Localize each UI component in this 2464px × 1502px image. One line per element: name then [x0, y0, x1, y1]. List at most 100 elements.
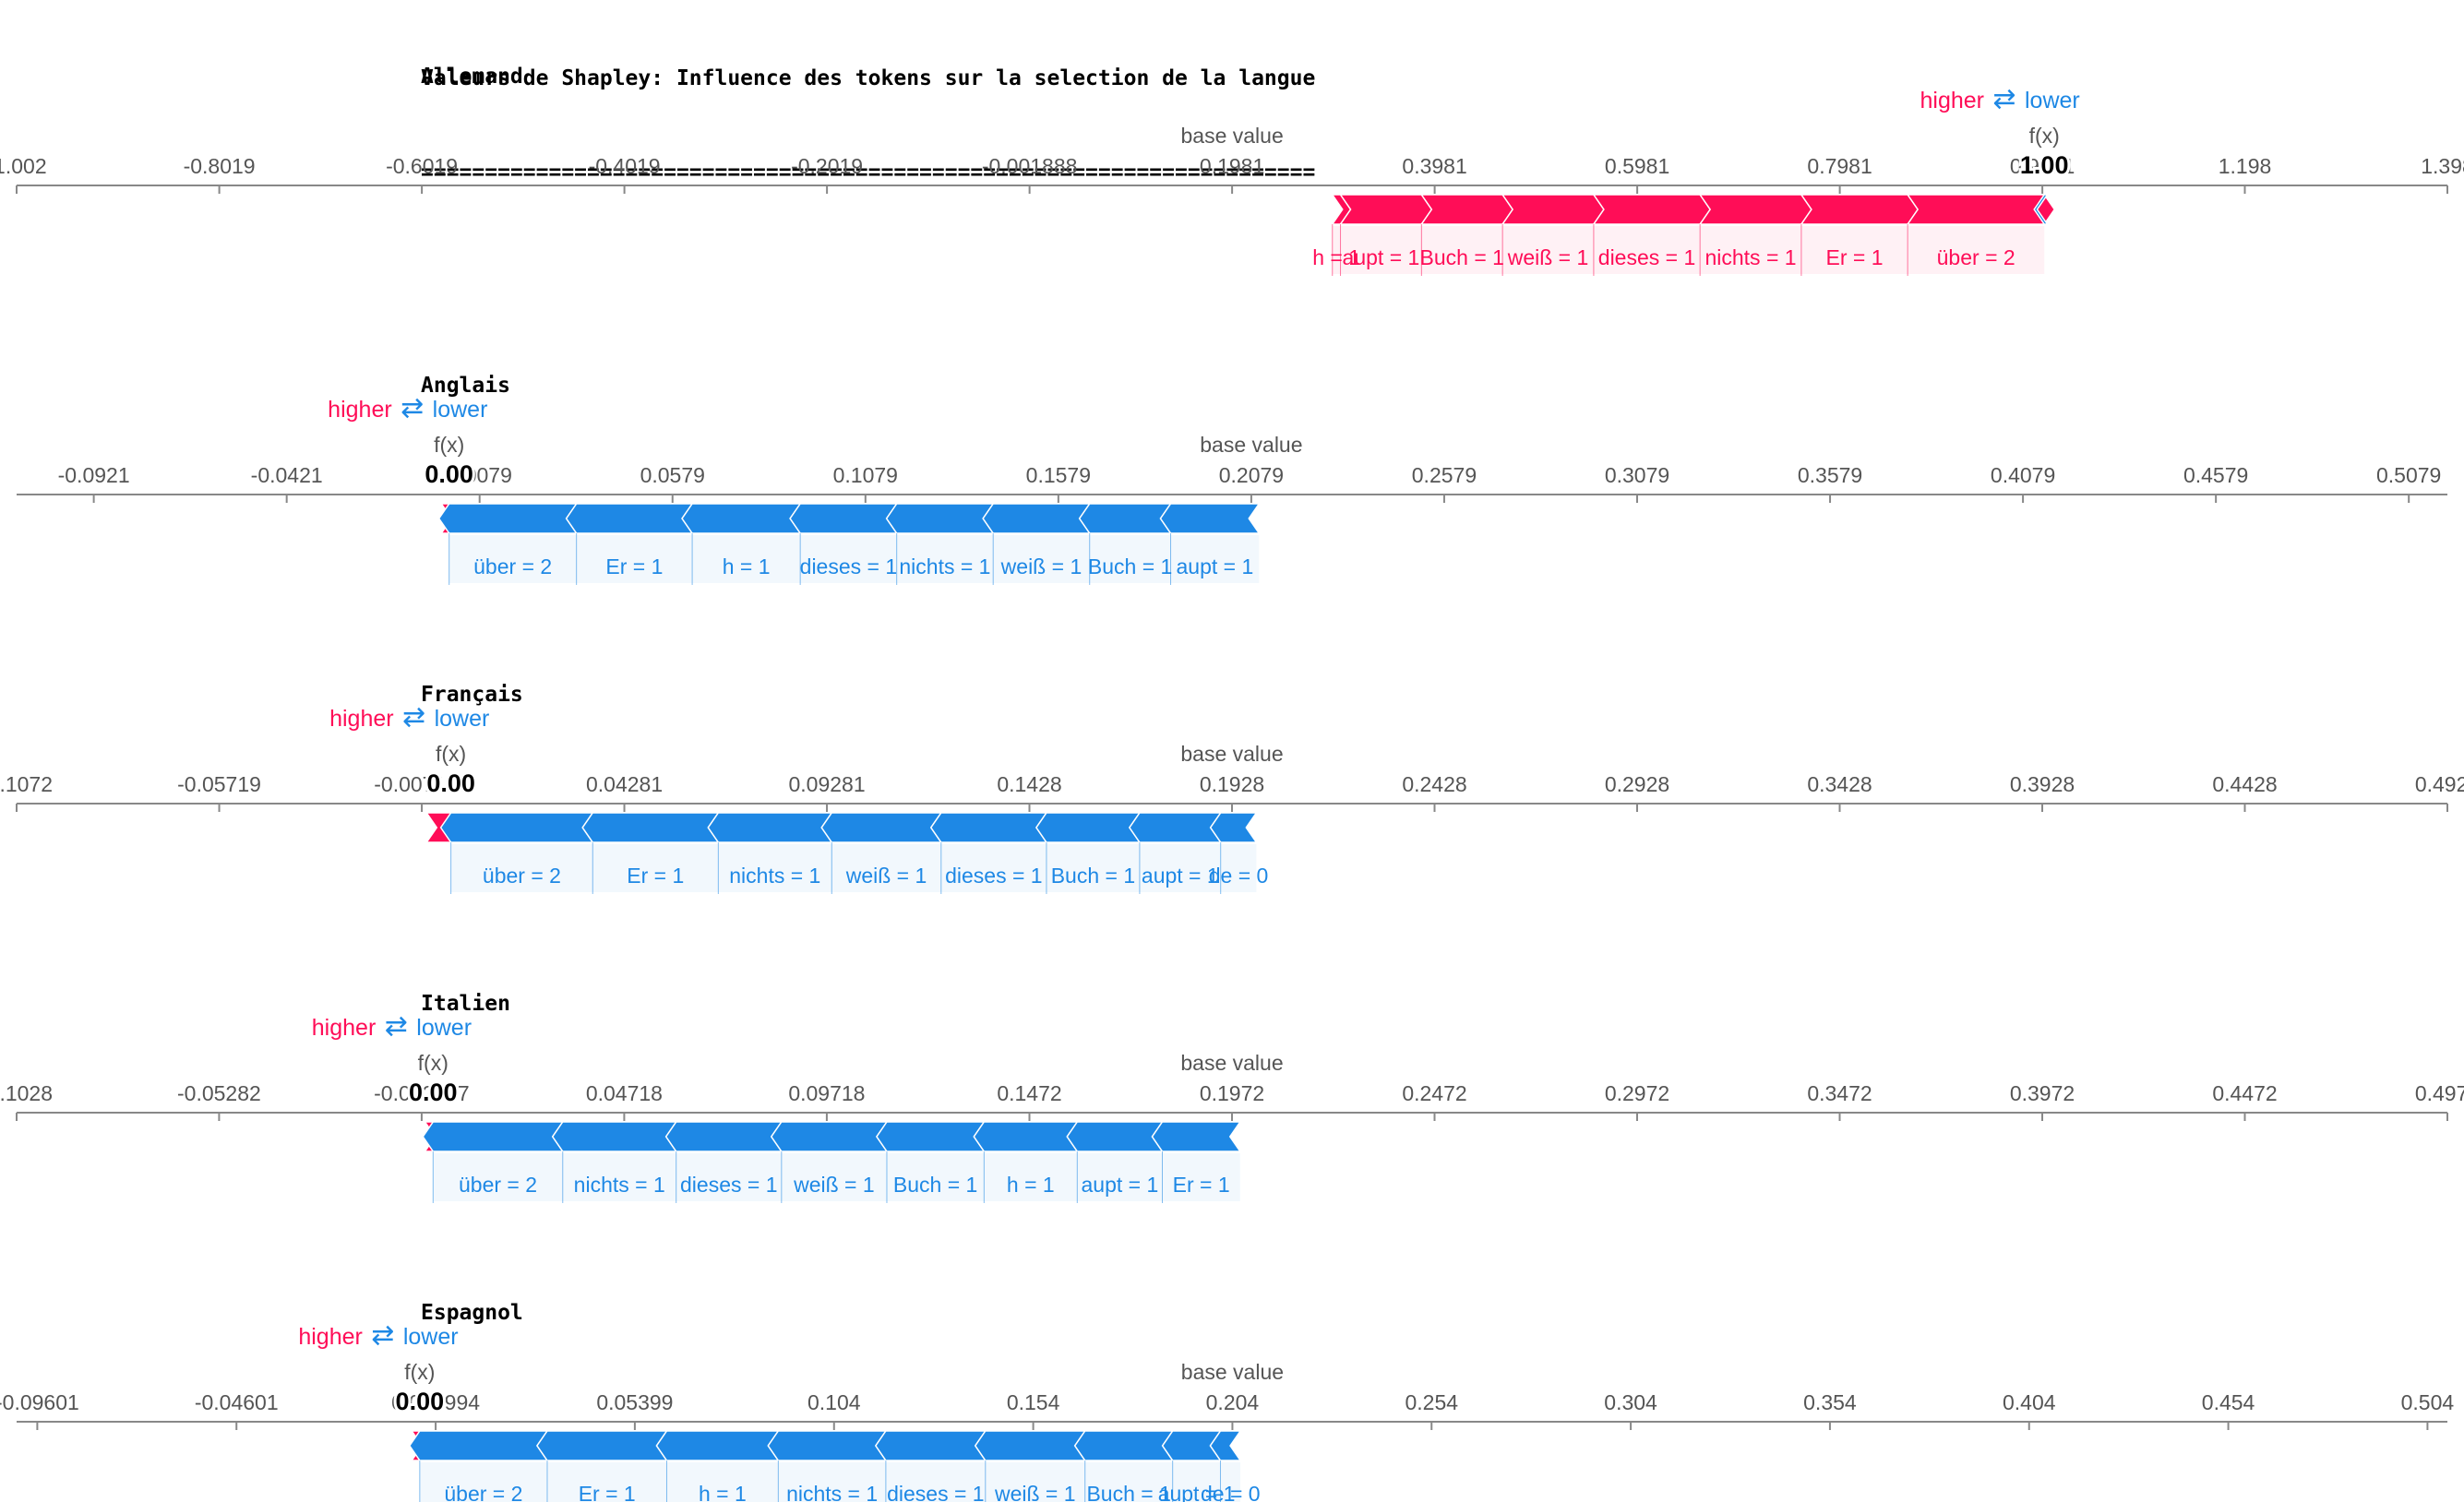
- feature-label: aupt = 1: [1177, 554, 1254, 578]
- tick-label: 0.7981: [1807, 154, 1872, 178]
- tick-label: 0.4972: [2415, 1081, 2464, 1105]
- segment-shade: [831, 844, 941, 892]
- feature-label: h = 1: [1007, 1173, 1055, 1197]
- negative-segment: [874, 1430, 987, 1461]
- tick-label: 0.204: [1206, 1390, 1260, 1414]
- segment-shade: [985, 1462, 1085, 1502]
- feature-label: h = 1: [723, 554, 771, 578]
- feature-label: über = 2: [483, 864, 561, 888]
- fx-value: 0.00: [425, 460, 473, 488]
- segment-shade: [1139, 844, 1221, 892]
- feature-label: dieses = 1: [887, 1482, 985, 1502]
- feature-label: weiß = 1: [793, 1173, 875, 1197]
- legend-lower: lower: [403, 1324, 459, 1350]
- feature-label: nichts = 1: [1704, 245, 1796, 269]
- tick-label: 0.154: [1007, 1390, 1060, 1414]
- feature-label: Er = 1: [1826, 245, 1884, 269]
- negative-segment: [929, 812, 1048, 843]
- legend-arrow-icon: ⇄: [385, 1011, 408, 1042]
- feature-label: weiß = 1: [845, 864, 927, 888]
- segment-shade: [993, 535, 1090, 583]
- segment-shade: [1077, 1153, 1163, 1201]
- positive-segment: [1906, 194, 2056, 225]
- segment-shade: [984, 1153, 1078, 1201]
- tick-label: 0.1972: [1200, 1081, 1264, 1105]
- fx-value: 0.00: [426, 769, 475, 797]
- feature-label: über = 2: [1937, 245, 2015, 269]
- tick-label: 0.5981: [1605, 154, 1669, 178]
- feature-label: über = 2: [473, 554, 552, 578]
- feature-label: Buch = 1: [893, 1173, 977, 1197]
- segment-shade: [562, 1153, 676, 1201]
- negative-segment: [1073, 1430, 1175, 1461]
- negative-segment: [581, 812, 720, 843]
- negative-segment: [982, 503, 1092, 534]
- segment-shade: [885, 1462, 986, 1502]
- legend-higher: higher: [312, 1015, 377, 1041]
- tick-label: 0.1428: [997, 772, 1061, 796]
- legend-higher: higher: [328, 397, 392, 423]
- tick-label: 0.4079: [1991, 463, 2055, 487]
- fx-label: f(x): [2029, 124, 2060, 148]
- tick-label: 0.454: [2202, 1390, 2255, 1414]
- positive-segment: [1419, 194, 1514, 225]
- positive-segment: [1501, 194, 1605, 225]
- page-title: Valeurs de Shapley: Influence des tokens…: [421, 66, 1316, 90]
- fx-label: f(x): [434, 433, 464, 457]
- legend-arrow-icon: ⇄: [1992, 84, 2015, 114]
- tick-label: 0.3981: [1402, 154, 1466, 178]
- class-title: Italien: [421, 992, 510, 1016]
- tick-label: -0.05719: [177, 772, 261, 796]
- fx-value: 0.00: [396, 1388, 445, 1415]
- force-plot-1: Allemand higher ⇄ lower base value f(x) -1.002…: [0, 65, 2464, 276]
- fx-value: 1.00: [2020, 151, 2069, 179]
- tick-label: -0.8019: [184, 154, 256, 178]
- segment-shade: [449, 535, 577, 583]
- segment-shade: [778, 1462, 886, 1502]
- segment-shade: [1332, 226, 1341, 274]
- base-value-label: base value: [1180, 1051, 1283, 1075]
- tick-label: 0.3079: [1605, 463, 1669, 487]
- tick-label: -0.0921: [58, 463, 130, 487]
- feature-label: aupt = 1: [1082, 1173, 1159, 1197]
- feature-label: nichts = 1: [899, 554, 990, 578]
- negative-segment: [1078, 503, 1172, 534]
- feature-label: h = 1: [1312, 245, 1360, 269]
- negative-segment: [1128, 812, 1223, 843]
- report-header: Valeurs de Shapley: Influence des tokens…: [421, 0, 1315, 220]
- tick-label: 0.404: [2003, 1390, 2056, 1414]
- tick-label: 0.504: [2401, 1390, 2455, 1414]
- tick-label: 0.04281: [586, 772, 663, 796]
- segment-shade: [666, 1462, 779, 1502]
- feature-label: über = 2: [444, 1482, 522, 1502]
- tick-label: 0.354: [1803, 1390, 1857, 1414]
- negative-segment: [885, 503, 995, 534]
- tick-label: 0.254: [1405, 1390, 1458, 1414]
- title-separator: ========================================…: [421, 161, 1316, 185]
- tick-label: -0.0421: [251, 463, 323, 487]
- class-title: Français: [421, 683, 523, 707]
- feature-label: nichts = 1: [729, 864, 820, 888]
- tick-label: 0.4928: [2415, 772, 2464, 796]
- tick-label: 0.1981: [1200, 154, 1264, 178]
- feature-label: de = 0: [1209, 864, 1269, 888]
- tick-label: -0.05282: [177, 1081, 261, 1105]
- positive-segment: [1339, 194, 1433, 225]
- feature-label: nichts = 1: [786, 1482, 878, 1502]
- negative-segment: [820, 812, 943, 843]
- positive-segment: [1698, 194, 1812, 225]
- tick-label: -0.09601: [0, 1390, 79, 1414]
- negative-segment: [2033, 194, 2049, 225]
- force-plot-2: Anglais higher ⇄ lower base value f(x) -0.0921…: [17, 374, 2447, 585]
- negative-segment: [767, 1430, 888, 1461]
- feature-label: Er = 1: [627, 864, 684, 888]
- tick-label: 0.2079: [1219, 463, 1284, 487]
- segment-shade: [940, 844, 1047, 892]
- segment-shade: [592, 844, 719, 892]
- tick-label: 0.2472: [1402, 1081, 1466, 1105]
- segment-shade: [1800, 226, 1908, 274]
- base-value-label: base value: [1181, 1360, 1284, 1384]
- negative-segment: [551, 1121, 678, 1152]
- segment-shade: [1700, 226, 1801, 274]
- feature-label: über = 2: [459, 1173, 537, 1197]
